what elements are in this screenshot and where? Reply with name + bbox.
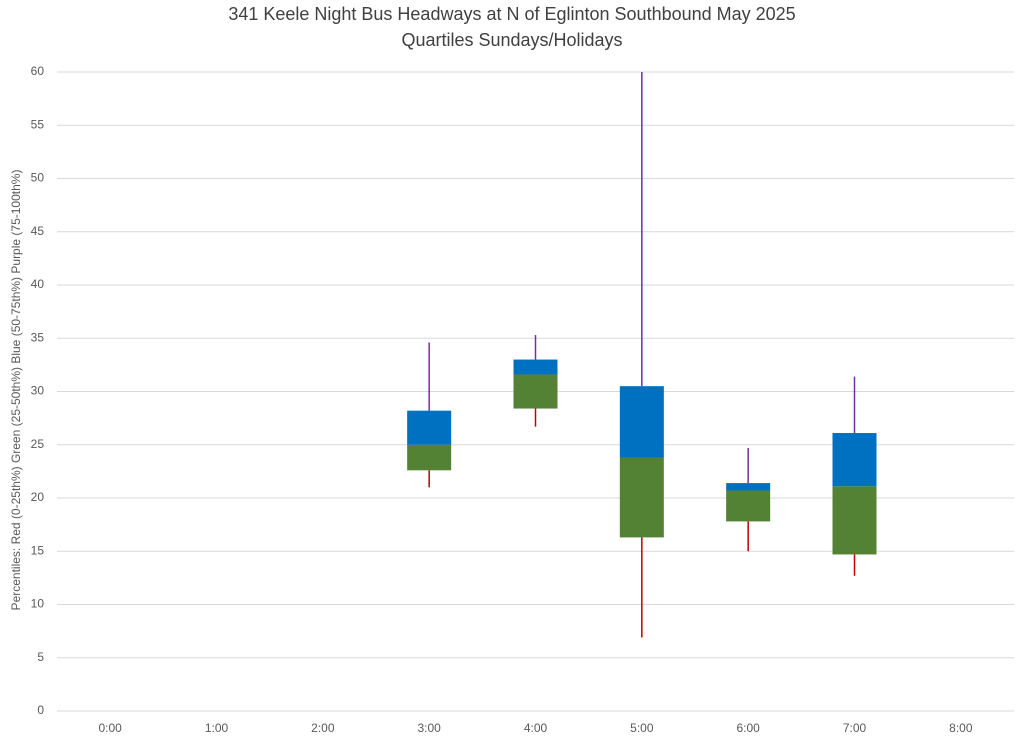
x-tick-label: 5:00 xyxy=(630,721,654,735)
y-tick-label: 20 xyxy=(31,490,45,504)
y-tick-label: 55 xyxy=(31,117,45,131)
y-axis-label: Percentiles: Red (0-25th%) Green (25-50t… xyxy=(9,170,23,611)
y-tick-label: 40 xyxy=(31,277,45,291)
lower-box xyxy=(619,457,664,538)
y-tick-label: 25 xyxy=(31,437,45,451)
chart-title: 341 Keele Night Bus Headways at N of Egl… xyxy=(228,4,795,24)
y-tick-label: 5 xyxy=(37,650,44,664)
y-tick-label: 30 xyxy=(31,384,45,398)
lower-box xyxy=(726,490,771,522)
y-tick-label: 10 xyxy=(31,597,45,611)
y-tick-label: 35 xyxy=(31,330,45,344)
x-tick-label: 0:00 xyxy=(98,721,122,735)
x-tick-label: 8:00 xyxy=(949,721,973,735)
x-tick-label: 6:00 xyxy=(736,721,760,735)
lower-box xyxy=(513,374,558,409)
upper-box xyxy=(513,359,558,375)
x-tick-label: 4:00 xyxy=(524,721,548,735)
upper-box xyxy=(407,410,452,445)
upper-box xyxy=(619,386,664,458)
x-tick-label: 3:00 xyxy=(417,721,441,735)
x-tick-label: 1:00 xyxy=(205,721,229,735)
y-tick-label: 0 xyxy=(37,703,44,717)
y-tick-label: 60 xyxy=(31,64,45,78)
upper-box xyxy=(832,433,877,487)
x-tick-label: 7:00 xyxy=(843,721,867,735)
lower-box xyxy=(407,444,452,471)
x-tick-label: 2:00 xyxy=(311,721,335,735)
y-tick-label: 45 xyxy=(31,224,45,238)
lower-box xyxy=(832,486,877,555)
upper-box xyxy=(726,483,771,491)
y-tick-label: 15 xyxy=(31,543,45,557)
y-tick-label: 50 xyxy=(31,171,45,185)
chart-subtitle: Quartiles Sundays/Holidays xyxy=(401,30,622,50)
